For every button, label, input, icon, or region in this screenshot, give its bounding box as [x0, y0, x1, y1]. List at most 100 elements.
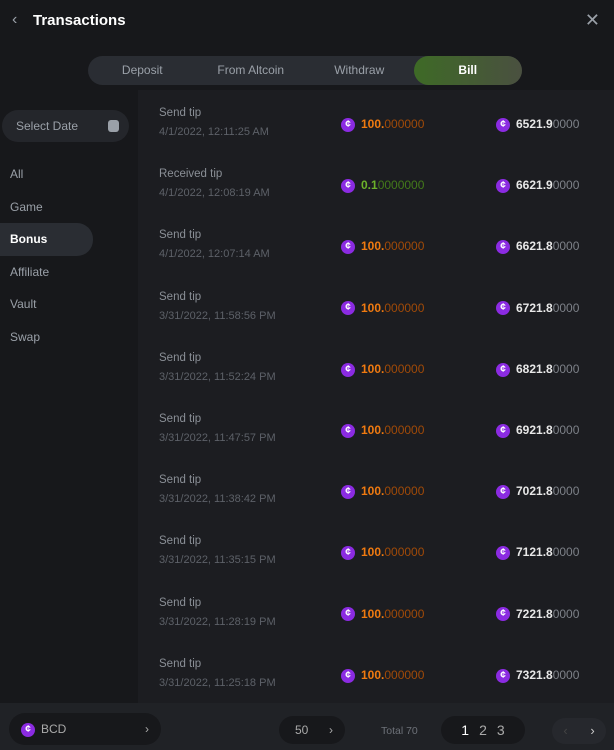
transaction-date: 4/1/2022, 12:07:14 AM	[159, 248, 270, 261]
page-3[interactable]: 3	[496, 722, 505, 738]
amount-main: 100.	[361, 423, 385, 437]
bcd-coin-icon: ¢	[341, 485, 355, 500]
balance-main: 6721.8	[516, 300, 553, 315]
transaction-date: 3/31/2022, 11:38:42 PM	[159, 493, 276, 506]
amount-rest: 000000	[384, 117, 425, 131]
amount-rest: 000000	[384, 606, 425, 621]
sidebar-item-bonus[interactable]: Bonus	[0, 223, 93, 256]
chevron-right-icon: ›	[329, 723, 333, 737]
balance-rest: 0000	[552, 545, 580, 560]
transaction-amount: ¢ 100.000000	[341, 484, 424, 500]
balance: ¢ 6921.80000	[496, 423, 579, 438]
balance-main: 7121.8	[516, 545, 553, 560]
transaction-type: Received tip	[159, 168, 223, 181]
sidebar-item-vault[interactable]: Vault	[10, 297, 37, 312]
table-row: Send tip 3/31/2022, 11:35:15 PM ¢ 100.000…	[138, 525, 614, 586]
sidebar-item-affiliate[interactable]: Affiliate	[10, 264, 50, 279]
page-2[interactable]: 2	[479, 722, 487, 738]
balance-main: 6921.8	[516, 423, 553, 437]
transaction-type: Send tip	[159, 107, 202, 119]
per-page-value: 50	[295, 723, 309, 737]
pagination: 1 2 3	[441, 716, 525, 744]
bcd-coin-icon: ¢	[341, 362, 355, 377]
amount-main: 0.1	[361, 178, 378, 193]
table-row: Send tip 3/31/2022, 11:52:24 PM ¢ 100.000…	[138, 342, 614, 403]
page-1[interactable]: 1	[461, 722, 470, 738]
transaction-type: Send tip	[159, 229, 202, 242]
amount-main: 100.	[361, 545, 385, 560]
balance: ¢ 7221.80000	[496, 607, 579, 622]
table-row: Send tip 3/31/2022, 11:38:42 PM ¢ 100.000…	[138, 464, 614, 525]
sidebar-item-swap[interactable]: Swap	[10, 329, 41, 344]
table-row: Send tip 3/31/2022, 11:58:56 PM ¢ 100.000…	[138, 281, 614, 342]
balance: ¢ 6621.90000	[496, 178, 579, 194]
select-date-label: Select Date	[16, 119, 79, 133]
transaction-amount: ¢ 100.000000	[341, 117, 424, 132]
bcd-coin-icon: ¢	[341, 546, 355, 561]
select-date-button[interactable]: Select Date	[2, 110, 129, 142]
bcd-coin-icon: ¢	[496, 546, 510, 561]
transaction-date: 3/31/2022, 11:25:18 PM	[159, 676, 276, 689]
transaction-amount: ¢ 100.000000	[341, 545, 425, 561]
balance-main: 6821.8	[516, 361, 553, 376]
transaction-date: 3/31/2022, 11:28:19 PM	[159, 615, 276, 628]
transaction-date: 4/1/2022, 12:11:25 AM	[159, 126, 269, 138]
transaction-type: Send tip	[159, 657, 202, 670]
balance-rest: 0000	[552, 484, 580, 499]
balance: ¢ 6521.90000	[496, 117, 579, 132]
sidebar-item-game[interactable]: Game	[10, 199, 43, 214]
amount-main: 100.	[361, 484, 385, 499]
bcd-coin-icon: ¢	[341, 240, 355, 255]
bcd-coin-icon: ¢	[341, 179, 355, 194]
transaction-type: Send tip	[159, 351, 202, 364]
amount-rest: 000000	[384, 545, 425, 560]
bcd-coin-icon: ¢	[496, 117, 510, 132]
bcd-coin-icon: ¢	[341, 607, 355, 622]
bcd-coin-icon: ¢	[341, 668, 355, 683]
transaction-list: Send tip 4/1/2022, 12:11:25 AM ¢ 100.0000…	[138, 90, 614, 703]
balance-main: 6621.9	[516, 178, 553, 193]
tab-bill[interactable]: Bill	[413, 56, 522, 85]
balance-main: 7021.8	[516, 484, 553, 499]
amount-main: 100.	[361, 300, 385, 315]
balance-rest: 0000	[552, 239, 580, 254]
currency-selector[interactable]: ¢ BCD ›	[9, 713, 161, 745]
balance-rest: 0000	[552, 117, 580, 131]
amount-main: 100.	[361, 239, 385, 254]
balance-main: 6621.8	[516, 239, 553, 254]
tab-withdraw[interactable]: Withdraw	[334, 63, 385, 77]
tab-deposit[interactable]: Deposit	[121, 63, 163, 77]
amount-rest: 0000000	[377, 178, 425, 193]
prev-page-button[interactable]: ‹	[563, 723, 568, 738]
bcd-coin-icon: ¢	[341, 423, 355, 438]
transaction-amount: ¢ 100.000000	[341, 607, 424, 622]
bcd-coin-icon: ¢	[496, 362, 510, 377]
amount-rest: 000000	[384, 239, 425, 254]
balance-rest: 0000	[552, 667, 580, 682]
total-count: Total 70	[381, 725, 418, 737]
next-page-button[interactable]: ›	[590, 723, 595, 738]
header: ‹ Transactions ✕	[0, 0, 614, 42]
amount-rest: 000000	[384, 361, 425, 376]
amount-rest: 000000	[384, 300, 425, 315]
transaction-amount: ¢ 100.000000	[341, 423, 424, 438]
table-row: Send tip 4/1/2022, 12:07:14 AM ¢ 100.0000…	[138, 219, 614, 280]
bcd-coin-icon: ¢	[496, 485, 510, 500]
sidebar: All Game Bonus Affiliate Vault Swap	[0, 158, 130, 354]
transaction-amount: ¢ 0.10000000	[341, 178, 425, 194]
transaction-type: Send tip	[159, 413, 202, 425]
tab-from-altcoin[interactable]: From Altcoin	[217, 63, 285, 77]
close-icon[interactable]: ✕	[584, 10, 600, 30]
table-row: Send tip 3/31/2022, 11:47:57 PM ¢ 100.000…	[138, 403, 614, 464]
sidebar-item-all[interactable]: All	[10, 167, 24, 181]
table-row: Send tip 4/1/2022, 12:11:25 AM ¢ 100.0000…	[138, 97, 614, 158]
balance-main: 7321.8	[516, 667, 553, 682]
amount-main: 100.	[361, 361, 385, 376]
balance-main: 6521.9	[516, 117, 553, 131]
chevron-left-icon[interactable]: ‹	[12, 11, 18, 28]
page-title: Transactions	[33, 12, 126, 29]
balance: ¢ 7121.80000	[496, 545, 580, 561]
balance: ¢ 6721.80000	[496, 301, 579, 316]
balance-rest: 0000	[552, 606, 580, 621]
per-page-selector[interactable]: 50 ›	[279, 716, 345, 744]
